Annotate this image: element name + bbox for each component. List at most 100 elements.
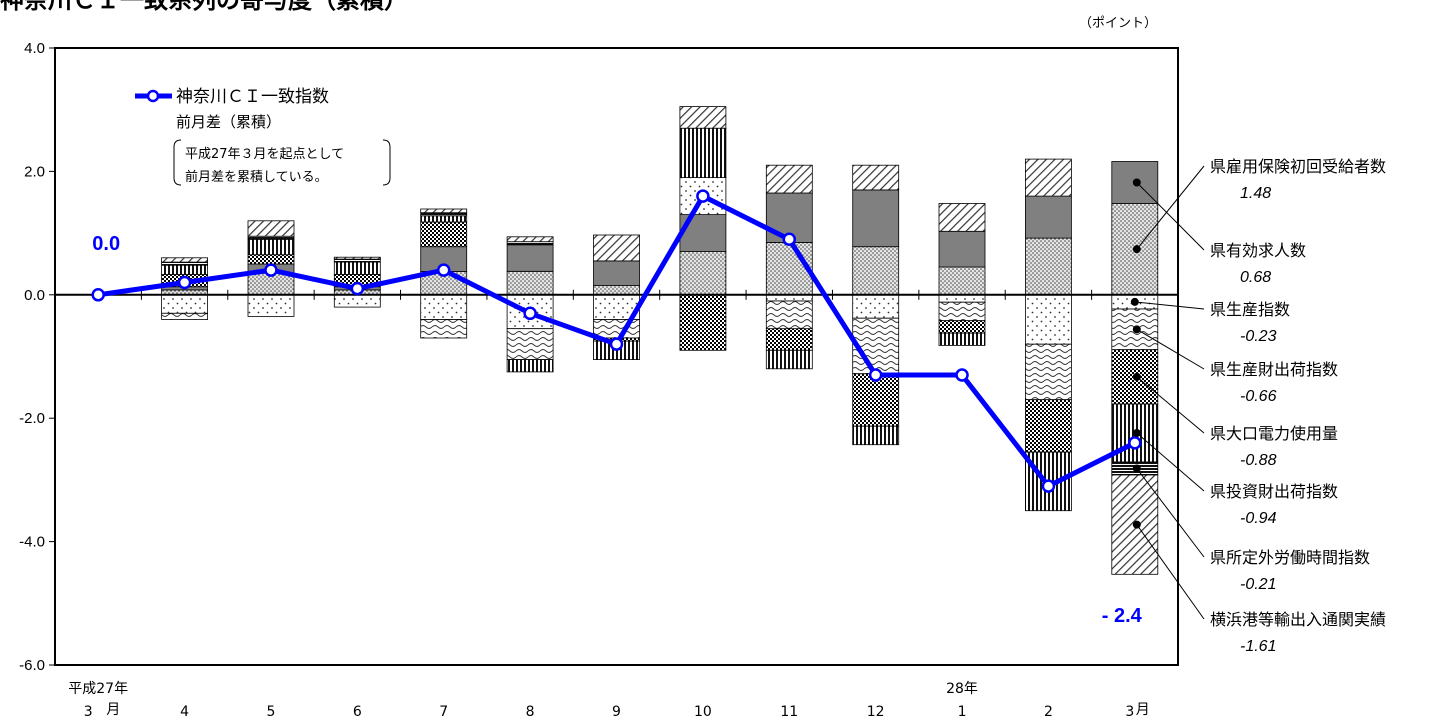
bar-segment-9-6 — [765, 349, 813, 370]
bar-segment-5-4 — [420, 319, 468, 339]
series-name-1: 県雇用保険初回受給者数 — [1210, 157, 1386, 176]
series-name-4: 県生産財出荷指数 — [1210, 360, 1338, 379]
leader-line-4 — [1136, 328, 1205, 370]
legend-note-line-2: 前月差を累積している。 — [185, 169, 328, 185]
bar-segment-12-2 — [1025, 195, 1072, 239]
bar-segment-6-6 — [506, 359, 554, 373]
series-value-8: -1.61 — [1240, 638, 1276, 655]
bar-segment-2-3 — [161, 294, 209, 314]
bar-segment-8-6 — [679, 127, 727, 178]
x-tick-label-12: 2 — [1044, 704, 1053, 720]
ci-point-10 — [868, 368, 883, 382]
series-value-7: -0.21 — [1240, 576, 1276, 593]
legend-note-bracket — [173, 139, 391, 186]
x-tick-label-9: 11 — [780, 704, 798, 720]
x-tick-label-6: 8 — [526, 704, 535, 720]
leader-line-6 — [1136, 432, 1205, 492]
legend-note-line-1: 平成27年３月を起点として — [185, 147, 344, 162]
bar-segment-12-4 — [1025, 343, 1072, 401]
x-tick-label-8: 10 — [694, 704, 712, 720]
legend-marker-swatch — [146, 89, 160, 103]
bar-segment-3-5 — [247, 254, 295, 265]
ci-point-5 — [436, 263, 451, 277]
ci-point-12 — [1041, 479, 1056, 493]
series-name-7: 県所定外労働時間指数 — [1210, 548, 1370, 567]
bar-segment-11-5 — [938, 320, 986, 334]
leader-line-7 — [1136, 468, 1205, 558]
y-tick-label-5: -4.0 — [19, 534, 45, 551]
x-tick-label-13: 3 — [1125, 704, 1134, 720]
bar-segment-7-4 — [593, 319, 640, 339]
bar-segment-6-7 — [506, 241, 554, 246]
series-name-3: 県生産指数 — [1210, 300, 1290, 319]
bar-segment-11-4 — [938, 301, 986, 322]
ci-point-6 — [523, 306, 537, 321]
x-tick-label-7: 9 — [612, 704, 621, 720]
ci-point-8 — [696, 189, 710, 203]
annotation-1: 0.0 — [92, 233, 120, 255]
x-tick-label-4: 6 — [353, 704, 362, 720]
bar-segment-2-8 — [161, 257, 209, 263]
era-label-1: 平成27年 — [68, 681, 128, 697]
legend: 神奈川ＣＩ一致指数 前月差（累積） 平成27年３月を起点として 前月差を累積して… — [135, 87, 391, 186]
bar-segment-12-5 — [1025, 399, 1072, 453]
bar-segment-5-6 — [420, 215, 468, 223]
bar-segment-7-8 — [593, 234, 640, 262]
y-tick-label-2: 2.0 — [24, 163, 45, 180]
ci-line-layer: 0.0 - 2.4 — [91, 189, 1143, 627]
leader-line-8 — [1136, 524, 1205, 620]
bar-segment-2-4 — [161, 312, 209, 320]
series-name-8: 横浜港等輸出入通関実績 — [1210, 610, 1386, 629]
bar-segment-8-1 — [679, 251, 727, 296]
bar-segment-10-5 — [852, 373, 900, 427]
bar-segment-8-8 — [679, 106, 727, 129]
unit-label: （ポイント） — [1079, 16, 1157, 31]
series-name-6: 県投資財出荷指数 — [1210, 482, 1338, 501]
ci-point-1 — [91, 288, 105, 302]
bar-segment-11-3 — [938, 294, 986, 303]
x-tick-label-3: 5 — [267, 704, 276, 720]
bar-segment-10-8 — [852, 164, 900, 191]
x-unit-last: 月 — [1136, 702, 1150, 718]
series-labels: 県雇用保険初回受給者数 1.48 県有効求人数 0.68 県生産指数 -0.23 県生産財出… — [1130, 157, 1386, 655]
bar-segment-3-7 — [247, 235, 295, 240]
y-tick-label-6: -6.0 — [19, 657, 45, 674]
bar-segment-10-2 — [852, 189, 900, 248]
leader-line-3 — [1134, 301, 1205, 310]
annotation-2: - 2.4 — [1102, 605, 1143, 627]
bar-segment-6-4 — [506, 328, 554, 361]
x-tick-label-1: 3 — [84, 704, 93, 720]
bar-segment-13-5 — [1111, 349, 1159, 405]
x-tick-label-11: 1 — [958, 704, 967, 720]
bar-segment-3-3 — [247, 294, 295, 317]
ci-point-4 — [350, 281, 365, 296]
x-unit-first: 月 — [106, 702, 120, 718]
bar-segment-12-8 — [1025, 158, 1072, 197]
legend-line-subname: 前月差（累積） — [176, 113, 281, 131]
ci-point-2 — [177, 275, 192, 290]
bar-segment-9-4 — [765, 300, 813, 330]
series-name-2: 県有効求人数 — [1210, 241, 1306, 260]
legend-line-name: 神奈川ＣＩ一致指数 — [176, 87, 329, 107]
bar-segment-5-3 — [420, 294, 468, 320]
bar-segment-4-6 — [333, 261, 381, 275]
series-value-4: -0.66 — [1240, 388, 1277, 405]
leader-line-2 — [1136, 182, 1205, 251]
bar-segment-10-6 — [852, 425, 900, 446]
y-tick-label-3: 0.0 — [24, 287, 45, 304]
bar-segment-2-6 — [161, 264, 209, 275]
bar-segment-5-7 — [420, 212, 468, 217]
axes: 4.02.00.0-2.0-4.0-6.03 月 4 5 6 7 8 9 10 11 12 1 2 3 月平… — [19, 40, 1179, 720]
bar-segment-6-1 — [506, 270, 554, 296]
bar-segment-12-1 — [1025, 237, 1072, 296]
series-name-5: 県大口電力使用量 — [1210, 424, 1338, 443]
bar-segment-9-5 — [765, 328, 813, 351]
series-value-5: -0.88 — [1240, 452, 1277, 469]
bar-segment-10-1 — [852, 246, 900, 296]
bar-segment-3-6 — [247, 238, 295, 256]
ci-point-11 — [955, 368, 969, 382]
x-tick-label-10: 12 — [867, 704, 885, 720]
x-tick-label-5: 7 — [439, 704, 448, 720]
ci-point-3 — [264, 263, 278, 277]
series-value-2: 0.68 — [1240, 269, 1271, 286]
